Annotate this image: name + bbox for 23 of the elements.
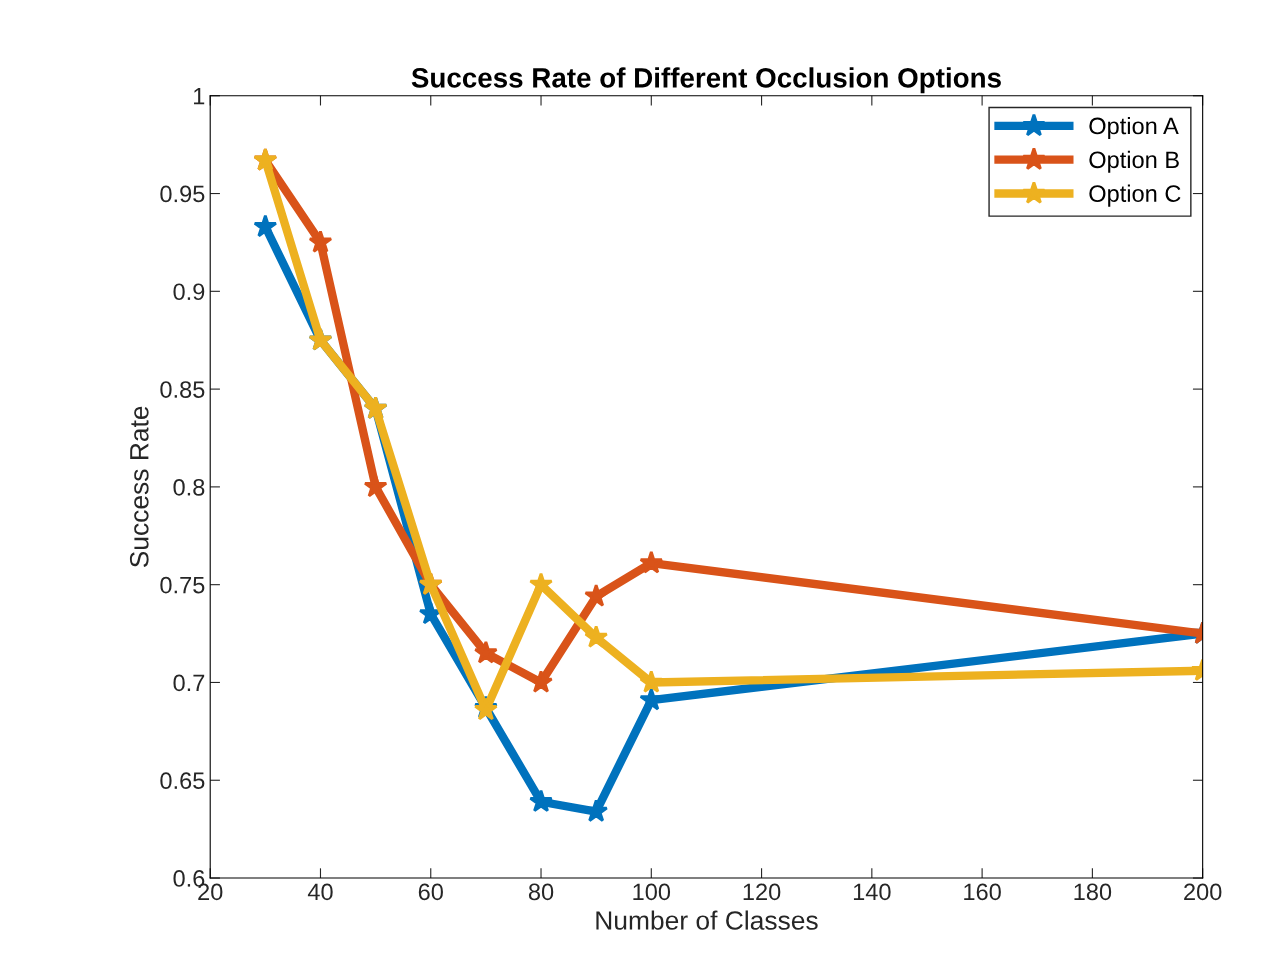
x-tick-label: 100 [633, 883, 671, 901]
x-axis-title: Number of Classes [596, 910, 818, 930]
x-tick-label: 80 [528, 883, 554, 901]
y-tick-label: 0.95 [160, 185, 205, 203]
y-tick-label: 1 [194, 88, 205, 105]
legend-label: Option C [1089, 184, 1181, 207]
x-tick-label: 140 [853, 883, 891, 901]
x-tick-label: 200 [1184, 883, 1222, 901]
x-tick-label: 180 [1074, 883, 1112, 901]
legend-label: Option B [1089, 150, 1179, 173]
y-tick-label: 0.85 [160, 381, 205, 398]
x-tick-label: 120 [743, 883, 781, 901]
chart-title: Success Rate of Different Occlusion Options [411, 67, 1001, 94]
legend-label: Option A [1089, 116, 1179, 139]
y-tick-label: 0.9 [173, 283, 205, 301]
y-tick-label: 0.7 [173, 674, 205, 692]
x-tick-label: 160 [964, 883, 1001, 901]
x-tick-label: 40 [307, 883, 333, 901]
y-axis-title: Success Rate [129, 406, 149, 568]
y-tick-label: 0.75 [160, 576, 205, 594]
y-tick-label: 0.8 [173, 478, 205, 496]
y-tick-label: 0.65 [160, 772, 205, 790]
x-tick-label: 60 [418, 883, 443, 901]
